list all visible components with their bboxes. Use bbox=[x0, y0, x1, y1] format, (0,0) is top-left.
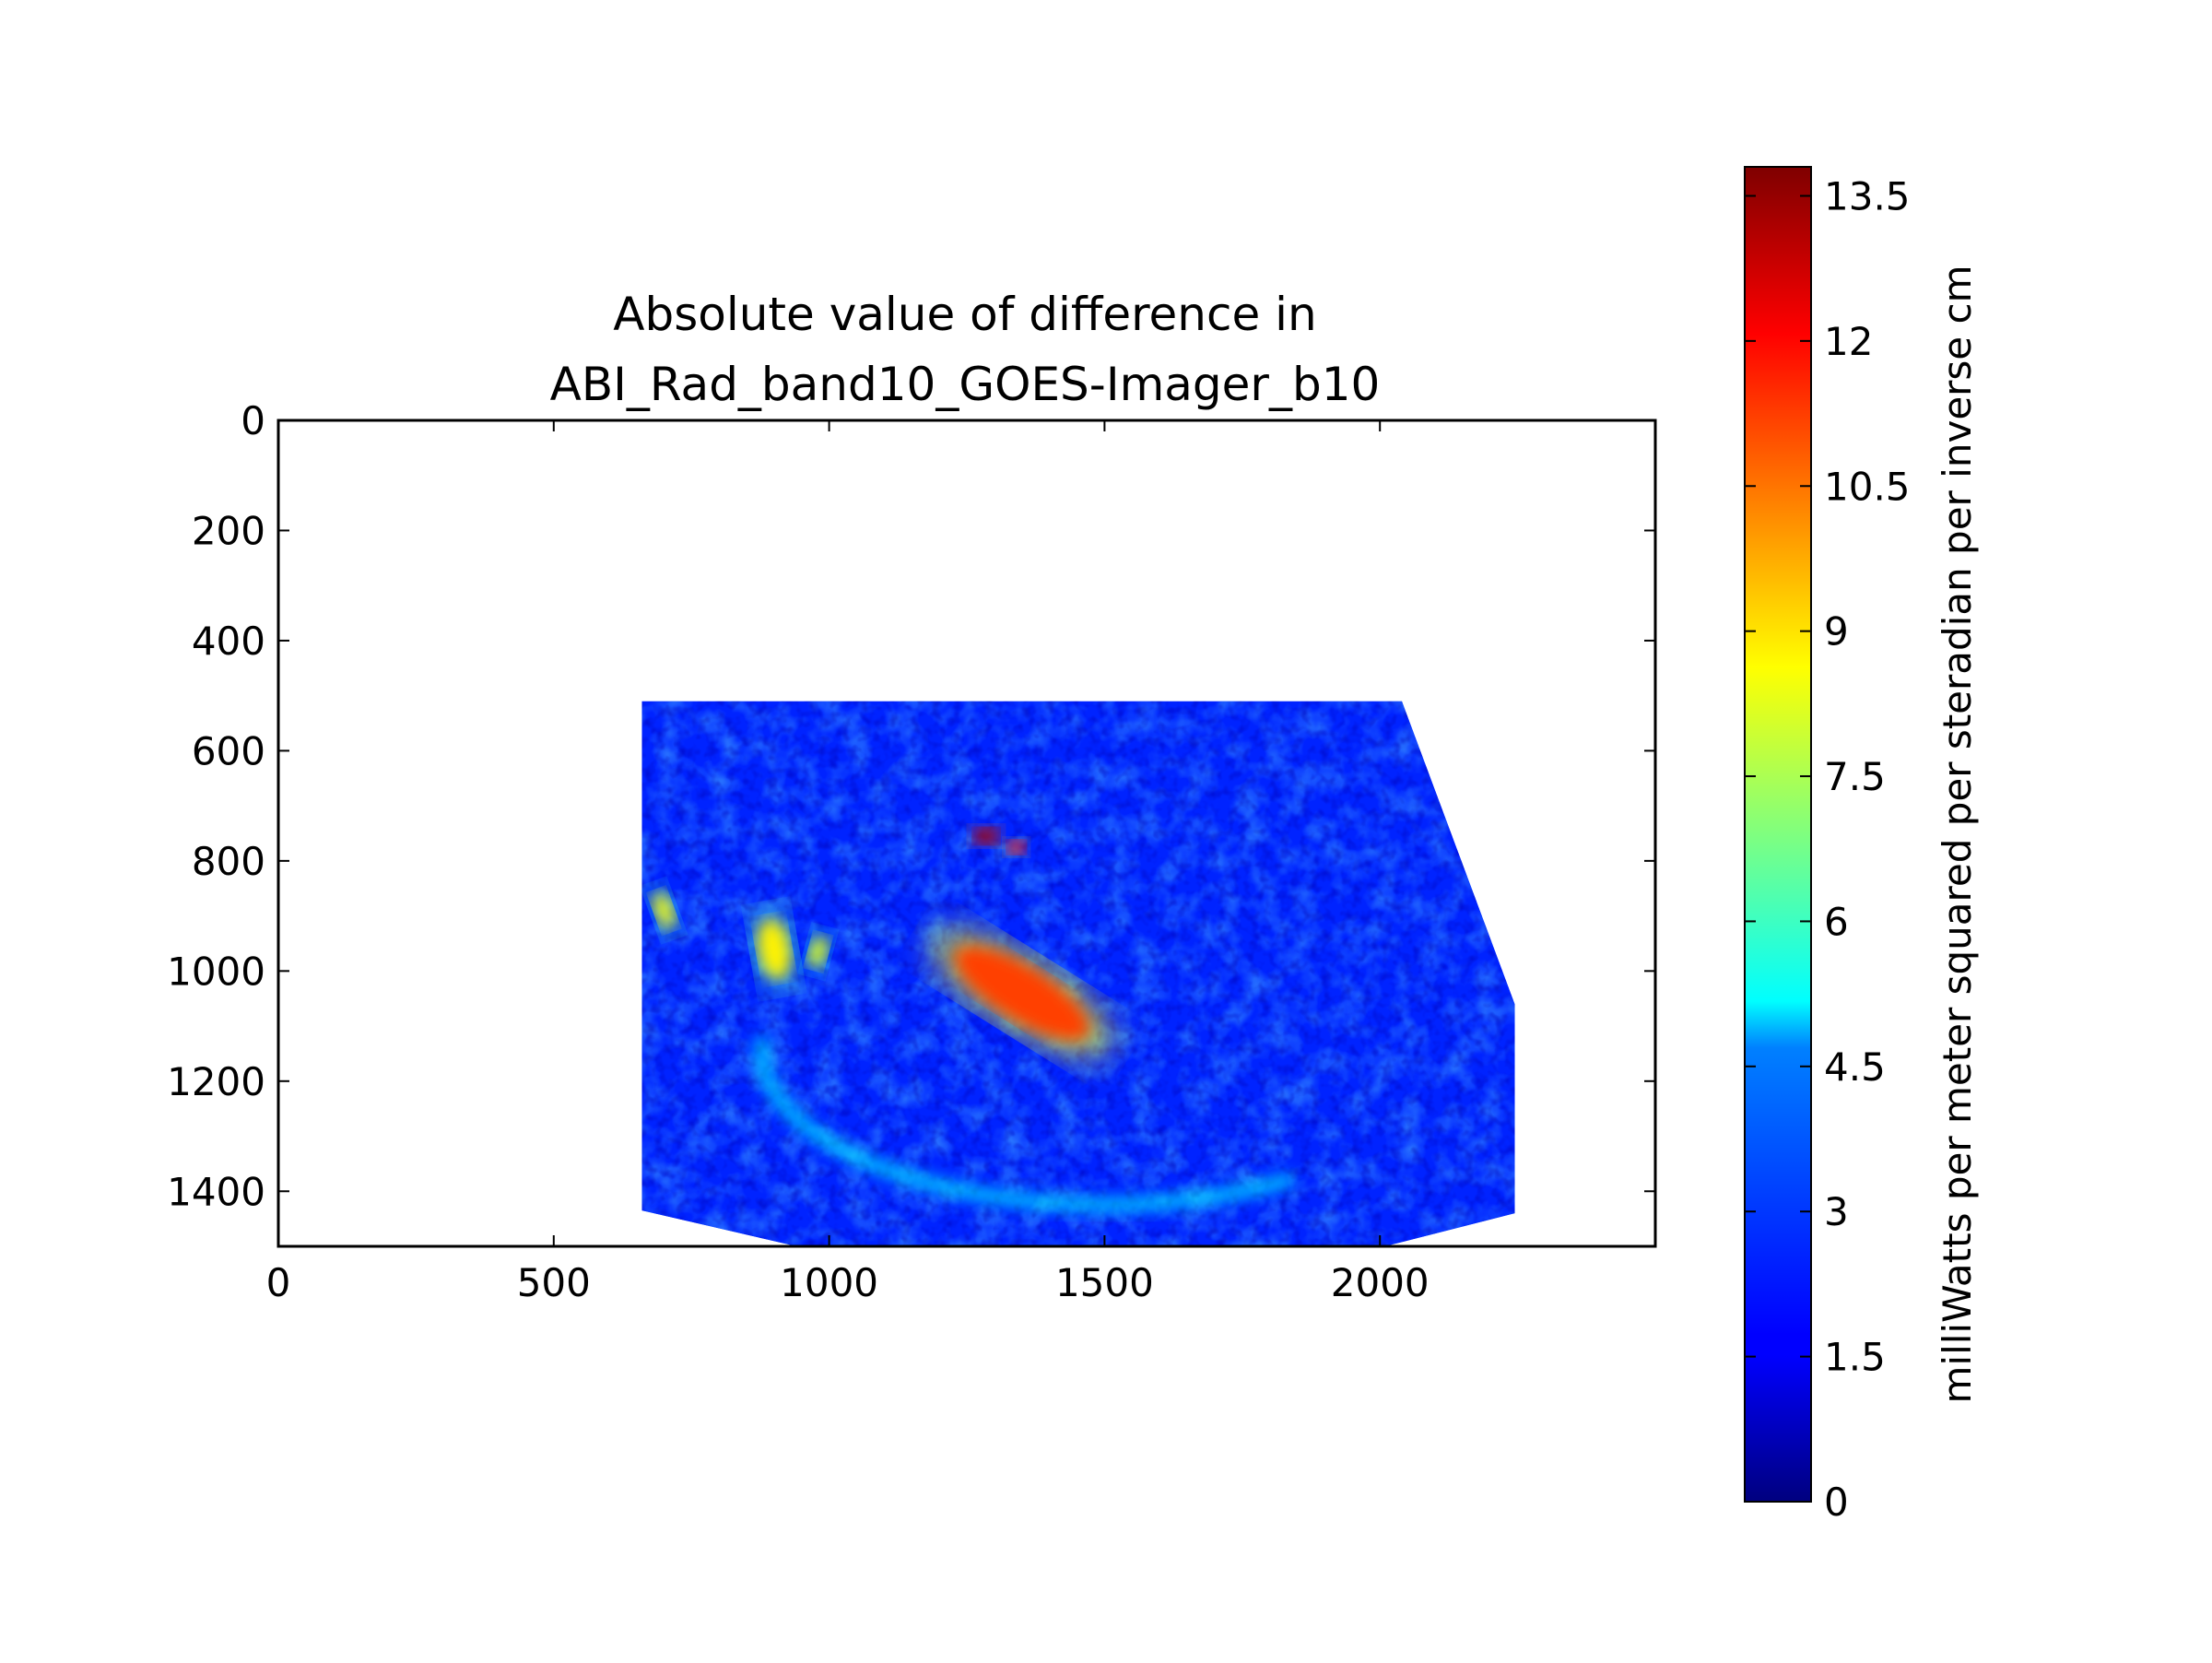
x-tick-label: 0 bbox=[266, 1260, 291, 1305]
colorbar-tick-label: 12 bbox=[1824, 319, 1873, 364]
heatmap-image bbox=[641, 701, 1515, 1246]
y-tick-label: 800 bbox=[192, 839, 265, 884]
chart-title-line-1: Absolute value of difference in bbox=[613, 288, 1316, 341]
plot-area bbox=[276, 419, 1657, 1248]
feature-main-band bbox=[955, 946, 1089, 1040]
feature-west-patch-2 bbox=[808, 935, 828, 968]
colorbar-label: milliWatts per meter squared per steradi… bbox=[1935, 265, 1980, 1403]
y-tick-label: 400 bbox=[192, 619, 265, 664]
plot-frame bbox=[276, 419, 1657, 1248]
colorbar-tick-label: 7.5 bbox=[1824, 754, 1886, 799]
feature-west-patch-3 bbox=[653, 891, 675, 929]
x-axis: 0 500 1000 1500 2000 bbox=[266, 420, 1430, 1305]
x-tick-label: 2000 bbox=[1331, 1260, 1430, 1305]
colorbar-axis: 0 1.5 3 4.5 6 7.5 9 10.5 12 13.5 bbox=[1745, 173, 1911, 1525]
x-tick-label: 1500 bbox=[1055, 1260, 1154, 1305]
y-tick-label: 600 bbox=[192, 728, 265, 773]
y-axis: 0 200 400 600 800 1000 1200 1400 bbox=[167, 398, 1655, 1214]
y-tick-label: 1400 bbox=[167, 1169, 265, 1214]
feature-west-patch-1 bbox=[758, 918, 791, 979]
colorbar bbox=[1744, 166, 1812, 1503]
heatmap-texture-dark bbox=[641, 701, 1515, 1246]
y-tick-label: 1200 bbox=[167, 1059, 265, 1104]
feature-small-core-2 bbox=[1007, 840, 1026, 855]
feature-south-arc bbox=[754, 1035, 1295, 1212]
colorbar-tick-label: 1.5 bbox=[1824, 1335, 1886, 1380]
colorbar-tick-label: 4.5 bbox=[1824, 1044, 1886, 1090]
colorbar-tick-label: 6 bbox=[1824, 899, 1849, 944]
colorbar-tick-label: 3 bbox=[1824, 1189, 1849, 1234]
feature-small-core-1 bbox=[973, 828, 999, 844]
x-tick-label: 500 bbox=[517, 1260, 591, 1305]
colorbar-tick-label: 0 bbox=[1824, 1480, 1849, 1525]
y-tick-label: 1000 bbox=[167, 949, 265, 994]
y-tick-label: 0 bbox=[241, 398, 265, 443]
colorbar-tick-label: 13.5 bbox=[1824, 173, 1911, 218]
chart-title-line-2: ABI_Rad_band10_GOES-Imager_b10 bbox=[550, 358, 1381, 411]
colorbar-tick-label: 9 bbox=[1824, 609, 1849, 655]
colorbar-tick-label: 10.5 bbox=[1824, 464, 1911, 509]
x-tick-label: 1000 bbox=[780, 1260, 878, 1305]
y-tick-label: 200 bbox=[192, 508, 265, 553]
